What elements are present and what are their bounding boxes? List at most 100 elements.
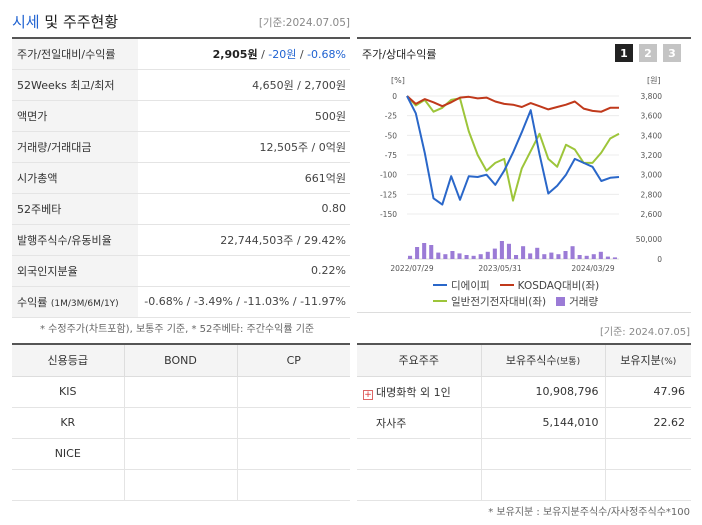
header-text: 보유주식수: [505, 354, 557, 368]
volume-bar: [528, 253, 533, 259]
table-row: 외국인지분율 0.22%: [12, 255, 350, 287]
section-title: 시세 및 주주현황: [12, 11, 118, 32]
expand-plus-icon[interactable]: +: [363, 389, 373, 400]
chart-tab-2[interactable]: 2: [639, 44, 657, 62]
holder-shares: 10,908,796: [480, 376, 605, 408]
holder-pct: [604, 469, 691, 501]
row-value: 4,650원 / 2,700원: [138, 69, 350, 101]
cp-rating: [236, 469, 350, 501]
volume-bar: [429, 245, 434, 259]
legend-label: 거래량: [569, 295, 599, 308]
footnote-price: * 수정주가(차트포함), 보통주 기준, * 52주베타: 주간수익률 기준: [40, 324, 315, 335]
volume-bar: [577, 255, 582, 259]
volume-bar: [457, 253, 462, 259]
table-row: 주가/전일대비/수익률 2,905원 / -20원 / -0.68%: [12, 38, 350, 70]
volume-bar: [556, 254, 561, 259]
table-row: KR: [12, 407, 350, 439]
legend-item-stock: 디에이피: [433, 278, 490, 293]
chart-panel: 주가/상대수익률 1 2 3 [%] [원] 0 3,800 -25 3,600 -50 3,…: [357, 37, 691, 313]
table-header-row: 신용등급 BOND CP: [12, 344, 350, 377]
holder-shares: 5,144,010: [480, 407, 605, 439]
holder-pct: 47.96: [604, 376, 691, 408]
table-row: 52주베타 0.80: [12, 193, 350, 225]
table-row: 52Weeks 최고/최저 4,650원 / 2,700원: [12, 69, 350, 101]
legend-line-icon: [499, 284, 514, 286]
bond-rating: [123, 469, 237, 501]
sector-relative-line: [406, 95, 620, 202]
agency-name: KR: [12, 407, 124, 439]
volume-bar: [436, 252, 441, 259]
right-axis-unit: [원]: [647, 76, 661, 85]
holder-pct: 22.62: [604, 407, 691, 439]
volume-bar: [612, 257, 617, 259]
column-header: 신용등급: [12, 344, 124, 377]
holder-shares: [480, 469, 605, 501]
price-change-pct: -0.68%: [307, 47, 346, 61]
row-value: 0.22%: [138, 255, 350, 287]
returns-period: (1M/3M/6M/1Y): [50, 298, 119, 309]
volume-bar: [521, 246, 526, 259]
volume-bar: [492, 248, 497, 259]
left-tick-label: -25: [385, 112, 397, 121]
legend-row: 디에이피 KOSDAQ대비(좌): [433, 277, 673, 293]
holder-shares: [480, 438, 605, 470]
right-tick-label: 3,800: [641, 92, 663, 101]
holder-name: 대명화학 외 1인: [376, 385, 451, 399]
volume-bar: [485, 251, 490, 259]
volume-bar: [605, 256, 610, 259]
chart-title: 주가/상대수익률: [362, 48, 437, 61]
row-label: 52Weeks 최고/최저: [12, 69, 138, 101]
row-label: 수익률 (1M/3M/6M/1Y): [12, 286, 138, 318]
relative-return-chart: [%] [원] 0 3,800 -25 3,600 -50 3,400 -75 3,200 -100…: [380, 76, 663, 273]
right-tick-label: 3,600: [641, 112, 663, 121]
right-tick-label: 2,800: [641, 190, 663, 199]
holder-name: [357, 469, 481, 501]
volume-bar: [506, 243, 511, 259]
volume-bar: [478, 254, 483, 259]
right-tick-label: 3,200: [641, 151, 663, 160]
price-change: -20원: [268, 47, 297, 61]
column-header: 주요주주: [357, 344, 481, 377]
volume-bar: [570, 246, 575, 259]
volume-tick-label: 0: [657, 255, 662, 264]
volume-bar: [549, 252, 554, 259]
legend-line-icon: [433, 300, 447, 302]
chart-tabs: 1 2 3: [615, 44, 681, 62]
row-value: 0.80: [138, 193, 350, 225]
chart-tab-1[interactable]: 1: [615, 44, 633, 62]
column-header: BOND: [123, 344, 237, 377]
section-header: 시세 및 주주현황 [기준:2024.07.05]: [12, 8, 350, 32]
row-value: 500원: [138, 100, 350, 132]
left-tick-label: 0: [392, 92, 397, 101]
legend-square-icon: [556, 296, 566, 306]
column-header: CP: [236, 344, 350, 377]
table-row: [357, 438, 691, 470]
legend-item-kosdaq: KOSDAQ대비(좌): [499, 278, 599, 293]
volume-bar: [514, 255, 519, 259]
left-tick-label: -50: [385, 131, 397, 140]
base-date: [기준:2024.07.05]: [258, 17, 350, 29]
chart-tab-3[interactable]: 3: [663, 44, 681, 62]
legend-label: 일반전기전자대비(좌): [451, 295, 547, 308]
table-row: [357, 469, 691, 501]
legend-line-icon: [433, 284, 447, 286]
row-label: 액면가: [12, 100, 138, 132]
title-accent: 시세: [12, 13, 40, 31]
major-holders-table: 주요주주 보유주식수(보통) 보유지분(%) + 대명화학 외 1인 10,908…: [357, 343, 691, 501]
x-tick-label: 2022/07/29: [390, 264, 433, 273]
footnote-holders: * 보유지분 : 보유지분주식수/자사정주식수*100: [488, 507, 690, 518]
table-row: [12, 469, 350, 501]
cp-rating: [236, 407, 350, 439]
kosdaq-relative-line: [406, 95, 619, 113]
table-row: + 대명화학 외 1인 10,908,796 47.96: [357, 376, 691, 408]
header-sub: (보통): [556, 357, 581, 368]
row-label: 시가총액: [12, 162, 138, 194]
volume-bar: [422, 243, 427, 259]
table-row: 자사주 5,144,010 22.62: [357, 407, 691, 439]
legend-row: 일반전기전자대비(좌) 거래량: [433, 293, 673, 309]
cp-rating: [236, 438, 350, 470]
row-label: 거래량/거래대금: [12, 131, 138, 163]
volume-bar: [542, 254, 547, 259]
table-row: KIS: [12, 376, 350, 408]
row-value: 12,505주 / 0억원: [138, 131, 350, 163]
